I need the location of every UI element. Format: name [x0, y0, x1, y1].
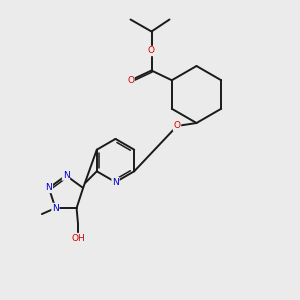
Text: O: O — [127, 76, 134, 85]
Text: N: N — [112, 178, 119, 187]
Text: O: O — [173, 122, 181, 130]
Text: N: N — [52, 204, 59, 213]
Text: OH: OH — [71, 234, 85, 243]
Text: N: N — [46, 183, 52, 192]
Text: N: N — [63, 171, 69, 180]
Text: O: O — [148, 46, 155, 56]
